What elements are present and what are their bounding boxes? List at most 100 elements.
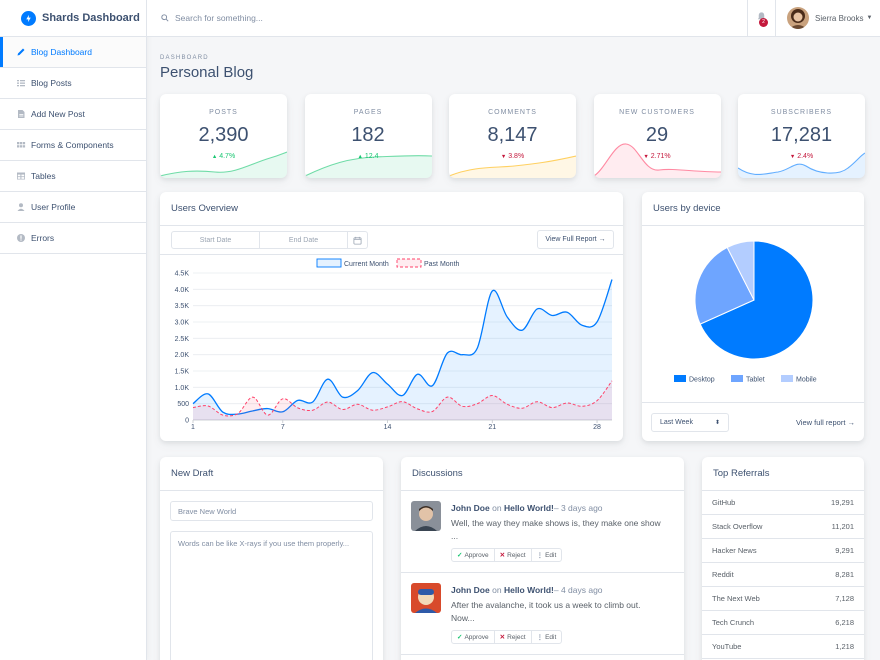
legend-label: Mobile	[796, 377, 817, 384]
comment-post[interactable]: Hello World!	[503, 503, 554, 513]
stat-value: 2,390	[198, 124, 249, 146]
legend-label: Current Month	[344, 261, 389, 268]
user-avatar	[787, 7, 809, 29]
stat-sparkline	[449, 155, 576, 178]
users-overview-card: Users Overview Start Date End Date View …	[160, 192, 623, 441]
divider	[642, 402, 864, 403]
series-area-current-month	[193, 279, 612, 420]
series-line-current-month	[192, 279, 613, 416]
stat-card-comments: Comments 8,147 ▼ 3.8%	[449, 94, 576, 178]
sidebar-item-tables[interactable]: Tables	[0, 161, 146, 192]
divider	[160, 254, 623, 255]
end-date-input[interactable]: End Date	[260, 232, 348, 248]
view-full-report-link[interactable]: View full report →	[795, 418, 855, 427]
sidebar-item-forms-components[interactable]: Forms & Components	[0, 130, 146, 161]
discussions-card: Discussions John Doe on Hello World!– 3 …	[401, 457, 684, 660]
referral-row: Stack Overflow 11,201	[702, 515, 864, 539]
draft-title-input[interactable]: Brave New World	[170, 501, 373, 521]
user-name: Sierra Brooks	[815, 13, 864, 23]
y-tick-label: 2.0K	[175, 352, 190, 359]
stat-label: Posts	[209, 109, 238, 116]
referral-name: YouTube	[712, 642, 742, 651]
comment-text: After the avalanche, it took us a week t…	[451, 600, 641, 623]
new-draft-card: New Draft Brave New World Words can be l…	[160, 457, 383, 660]
legend-label: Past Month	[424, 261, 460, 268]
pencil-icon	[16, 47, 26, 57]
users-overview-chart: 0 500 1.0K 1.5K 2.0K 2.5K 3.0K 3.5K 4.0K 4.5K 1 7 14…	[175, 258, 613, 431]
comment-author[interactable]: John Doe	[451, 585, 490, 595]
stat-sparkline	[304, 155, 432, 178]
y-tick-label: 0	[185, 418, 189, 425]
sidebar-item-blog-dashboard[interactable]: Blog Dashboard	[0, 37, 146, 68]
stat-sparkline	[160, 151, 287, 178]
calendar-icon[interactable]	[348, 232, 367, 248]
referral-name: Reddit	[712, 570, 734, 579]
notifications-button[interactable]: 2	[747, 0, 775, 37]
user-menu[interactable]: Sierra Brooks ▼	[775, 0, 880, 37]
approve-button[interactable]: ✓ Approve	[452, 631, 495, 643]
reject-button[interactable]: ✕ Reject	[495, 631, 532, 643]
pie-slice-desktop	[699, 240, 814, 360]
device-pie-chart: Desktop Tablet Mobile	[674, 240, 817, 384]
comment-actions: ✓ Approve ✕ Reject ⋮ Edit	[451, 548, 563, 562]
period-select[interactable]: Last Week ⬍	[651, 413, 729, 432]
users-by-device-title: Users by device	[642, 192, 864, 226]
brand[interactable]: Shards Dashboard	[0, 0, 146, 37]
stat-card-posts: Posts 2,390 ▲ 4.7%	[160, 94, 287, 178]
pie-slice-mobile	[726, 240, 755, 301]
close-icon: ✕	[499, 634, 506, 641]
edit-button[interactable]: ⋮ Edit	[532, 549, 562, 561]
comment-on: on	[492, 503, 502, 513]
comment-author[interactable]: John Doe	[451, 503, 490, 513]
check-icon: ✓	[457, 634, 463, 641]
shards-logo-icon	[21, 10, 36, 26]
arrow-down-icon: ▼	[789, 154, 796, 160]
legend-swatch	[781, 375, 793, 382]
discussion-meta: John Doe on Hello World!– 4 days ago	[451, 585, 603, 595]
referral-value: 7,128	[835, 594, 854, 603]
commenter-avatar	[411, 583, 441, 613]
more-icon: ⋮	[536, 552, 544, 559]
discussions-title: Discussions	[401, 457, 684, 491]
legend-swatch	[674, 375, 686, 382]
sidebar-item-add-new-post[interactable]: Add New Post	[0, 99, 146, 130]
components-icon	[16, 140, 26, 150]
stat-sparkline	[593, 143, 721, 178]
sidebar-item-blog-posts[interactable]: Blog Posts	[0, 68, 146, 99]
referral-row: Reddit 8,281	[702, 563, 864, 587]
new-draft-title: New Draft	[160, 457, 383, 491]
start-date-input[interactable]: Start Date	[172, 232, 260, 248]
discussion-item: John Doe on Hello World!– 4 days ago Afte…	[401, 573, 684, 655]
approve-button[interactable]: ✓ Approve	[452, 549, 495, 561]
legend-label: Desktop	[689, 377, 715, 384]
reject-label: Reject	[507, 551, 526, 559]
page-subtitle: Dashboard	[160, 55, 209, 61]
stat-change-value: 3.8%	[508, 153, 525, 160]
table-icon	[16, 171, 26, 181]
stat-change: ▲ 12.4	[305, 153, 432, 160]
x-tick-label: 21	[488, 424, 496, 431]
draft-body-textarea[interactable]: Words can be like X-rays if you use them…	[170, 531, 373, 660]
sidebar-item-user-profile[interactable]: User Profile	[0, 192, 146, 223]
referral-name: Tech Crunch	[712, 618, 755, 627]
comment-text: Well, the way they make shows is, they m…	[451, 518, 661, 541]
legend-swatch	[316, 258, 342, 268]
discussion-item: John Doe on Hello World!– 3 days ago Well…	[401, 491, 684, 573]
y-tick-label: 1.5K	[175, 369, 190, 376]
referral-row: Hacker News 9,291	[702, 539, 864, 563]
sidebar-item-errors[interactable]: Errors	[0, 223, 146, 254]
error-icon	[16, 233, 26, 243]
referral-value: 1,218	[835, 642, 854, 651]
search-input[interactable]	[175, 13, 475, 23]
select-arrows-icon: ⬍	[714, 420, 720, 426]
edit-button[interactable]: ⋮ Edit	[532, 631, 562, 643]
comment-post[interactable]: Hello World!	[503, 585, 554, 595]
stat-value: 29	[645, 124, 669, 146]
referral-value: 9,291	[835, 546, 854, 555]
stat-change-value: 4.7%	[219, 153, 236, 160]
stat-sparkline	[738, 152, 865, 178]
view-full-report-button[interactable]: View Full Report →	[537, 230, 614, 249]
approve-label: Approve	[464, 551, 489, 559]
reject-button[interactable]: ✕ Reject	[495, 549, 532, 561]
x-tick-label: 28	[593, 424, 601, 431]
